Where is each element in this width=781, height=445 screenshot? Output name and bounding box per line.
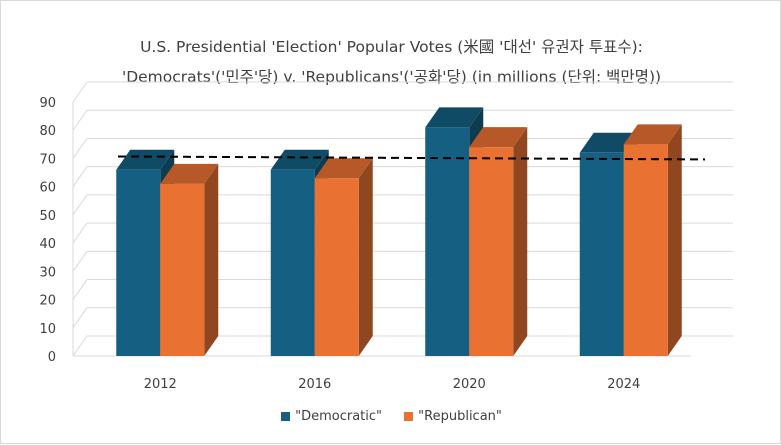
x-tick-label: 2016 — [298, 377, 331, 392]
bar-democratic-2012-top — [116, 149, 175, 170]
gridline-depth — [72, 166, 88, 187]
y-tick-label: 10 — [39, 322, 56, 337]
bar-democratic-2024 — [579, 152, 624, 356]
chart-title-line-1: U.S. Presidential 'Election' Popular Vot… — [140, 38, 643, 56]
bar-democratic-2024-top — [579, 132, 638, 153]
bar-republican-2016-side — [358, 158, 373, 356]
x-tick-label: 2012 — [144, 377, 177, 392]
bar-republican-2012-side — [204, 163, 219, 356]
legend-label-republican: "Republican" — [418, 409, 502, 424]
y-tick-label: 90 — [39, 96, 56, 111]
gridline-depth — [72, 222, 88, 244]
y-tick-label: 40 — [39, 237, 56, 252]
y-tick-label: 30 — [39, 265, 56, 280]
bar-republican-2020-top — [469, 127, 528, 148]
legend-item-republican: "Republican" — [404, 409, 502, 424]
bar-democratic-2016-top — [270, 149, 329, 170]
y-tick-label: 60 — [39, 181, 56, 196]
gridline-depth — [72, 251, 88, 272]
legend-swatch-republican — [404, 412, 414, 421]
bar-democratic-2016 — [270, 169, 315, 356]
gridline-depth — [72, 194, 88, 216]
gridline-depth — [72, 109, 88, 131]
bar-republican-2012 — [160, 183, 205, 356]
legend-label-democratic: "Democratic" — [295, 409, 383, 424]
y-tick-label: 20 — [39, 294, 56, 309]
bar-democratic-2020 — [425, 127, 470, 357]
bar-republican-2024-side — [667, 124, 682, 356]
bar-republican-2020-side — [513, 127, 528, 357]
bar-republican-2020 — [469, 147, 514, 356]
bar-republican-2012-top — [160, 163, 219, 184]
bar-republican-2016 — [314, 178, 359, 356]
chart-legend: "Democratic" "Republican" — [1, 409, 781, 425]
legend-item-democratic: "Democratic" — [281, 409, 382, 424]
bar-republican-2024-top — [623, 124, 682, 145]
bar-democratic-2012 — [116, 169, 161, 356]
reference-line — [117, 155, 706, 161]
bar-republican-2024 — [623, 144, 668, 356]
legend-swatch-democratic — [281, 412, 291, 421]
gridline-depth — [72, 307, 88, 329]
gridline-depth — [72, 335, 88, 357]
x-tick-label: 2020 — [453, 377, 486, 392]
y-tick-label: 80 — [39, 124, 56, 139]
bar-republican-2016-top — [314, 158, 373, 179]
y-tick-label: 0 — [48, 350, 56, 365]
bar-democratic-2020-top — [425, 107, 484, 128]
gridline-depth — [72, 81, 88, 103]
y-tick-label: 70 — [39, 152, 56, 167]
y-tick-label: 50 — [39, 209, 56, 224]
gridline-depth — [72, 138, 88, 159]
gridline-depth — [72, 279, 88, 300]
x-tick-label: 2024 — [607, 377, 640, 392]
